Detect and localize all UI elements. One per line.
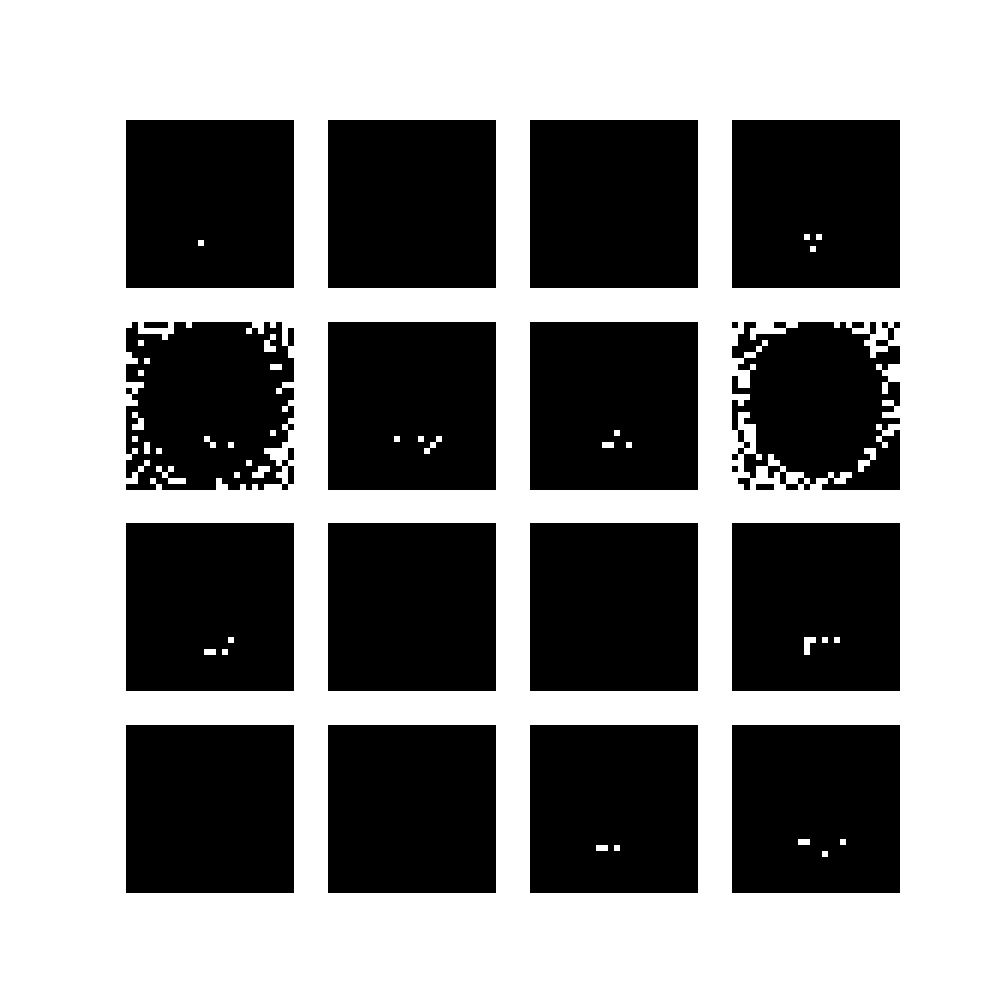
face-image <box>126 523 294 691</box>
face-image-tile <box>328 322 496 490</box>
face-image-tile <box>328 120 496 288</box>
face-image <box>732 322 900 490</box>
face-image <box>732 725 900 893</box>
face-image-tile <box>328 523 496 691</box>
face-image <box>328 322 496 490</box>
face-image <box>328 120 496 288</box>
face-image <box>732 120 900 288</box>
face-image-tile <box>530 120 698 288</box>
face-image <box>530 322 698 490</box>
face-image-tile <box>530 725 698 893</box>
face-image <box>732 523 900 691</box>
face-image <box>126 725 294 893</box>
face-image <box>530 725 698 893</box>
face-image <box>328 725 496 893</box>
face-image <box>530 120 698 288</box>
face-image-tile <box>126 120 294 288</box>
face-image-tile <box>732 322 900 490</box>
face-image-tile <box>126 725 294 893</box>
face-image <box>126 322 294 490</box>
face-image-tile <box>530 322 698 490</box>
face-image-tile <box>732 120 900 288</box>
face-image-tile <box>530 523 698 691</box>
face-image-tile <box>126 322 294 490</box>
face-image <box>328 523 496 691</box>
face-image <box>126 120 294 288</box>
face-image-tile <box>126 523 294 691</box>
face-image-tile <box>732 523 900 691</box>
face-image-tile <box>328 725 496 893</box>
face-image-tile <box>732 725 900 893</box>
face-image <box>530 523 698 691</box>
